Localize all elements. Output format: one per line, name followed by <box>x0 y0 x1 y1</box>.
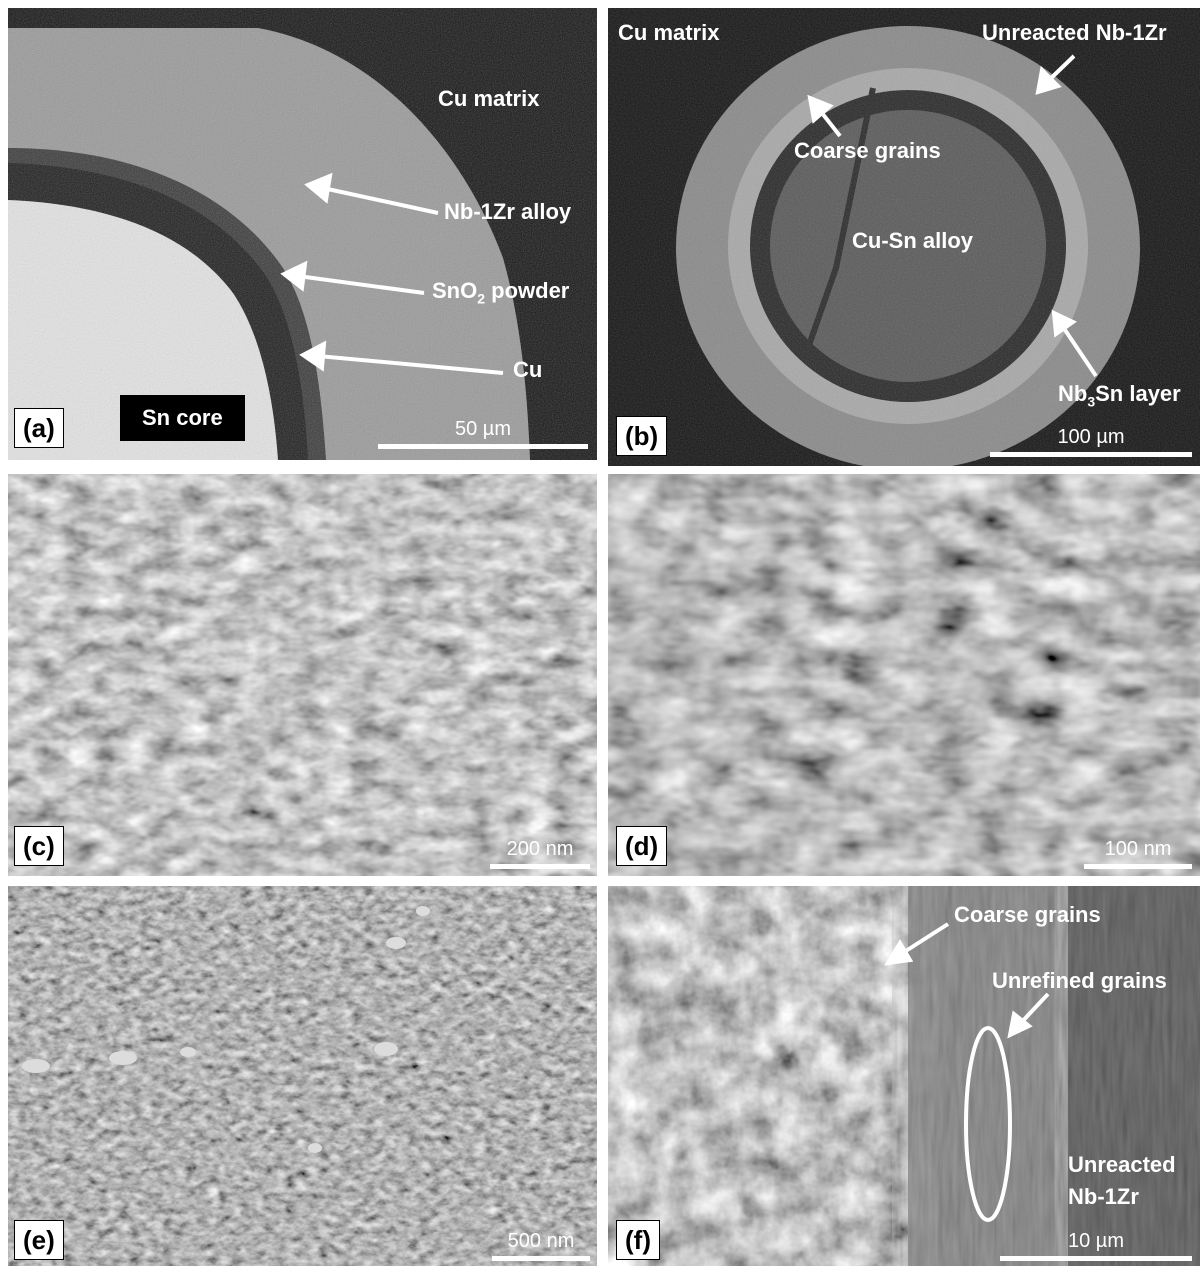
label-unreacted-b: Unreacted Nb-1Zr <box>982 20 1167 45</box>
panel-a-id: (a) <box>14 408 64 448</box>
panel-e-micrograph <box>8 886 597 1266</box>
scale-bar-f-label: 10 µm <box>1068 1230 1124 1252</box>
label-sno2-powder: SnO2 powder <box>432 278 570 307</box>
scale-bar-a-line <box>378 444 588 449</box>
panel-d-id: (d) <box>616 826 668 866</box>
scale-bar-c: 200 nm <box>490 838 590 869</box>
label-nb-alloy: Nb-1Zr alloy <box>444 199 572 224</box>
label-cu: Cu <box>513 357 543 382</box>
label-coarse-b: Coarse grains <box>794 138 941 163</box>
label-cusn-b: Cu-Sn alloy <box>852 228 974 253</box>
scale-bar-b-line <box>990 452 1192 457</box>
scale-bar-d-label: 100 nm <box>1104 838 1172 860</box>
panel-b-arrows <box>807 54 1098 378</box>
scale-bar-a-label: 50 µm <box>455 418 511 440</box>
panel-c: (c) 200 nm <box>8 474 597 876</box>
panel-f: Coarse grains Unrefined grains Unreacted… <box>608 886 1200 1266</box>
panel-d: (d) 100 nm <box>608 474 1200 876</box>
sn-core-box: Sn core <box>120 395 245 441</box>
scale-bar-d: 100 nm <box>1084 838 1192 869</box>
scale-bar-e: 500 nm <box>492 1230 590 1261</box>
scale-bar-f: 10 µm <box>1000 1230 1192 1261</box>
panel-c-micrograph <box>8 474 597 876</box>
scale-bar-e-line <box>492 1256 590 1261</box>
unrefined-grains-ellipse <box>964 1026 1012 1222</box>
panel-b-id: (b) <box>616 416 668 456</box>
panel-a-micrograph <box>8 8 597 460</box>
panel-f-id: (f) <box>616 1220 660 1260</box>
label-unreacted-f-2: Nb-1Zr <box>1068 1184 1139 1209</box>
panel-b-micrograph <box>608 8 1200 466</box>
scale-bar-b: 100 µm <box>990 426 1192 457</box>
scale-bar-c-line <box>490 864 590 869</box>
panel-a-arrows <box>280 172 504 375</box>
label-unreacted-f-1: Unreacted <box>1068 1152 1176 1177</box>
scale-bar-d-line <box>1084 864 1192 869</box>
scale-bar-a: 50 µm <box>378 418 588 449</box>
panel-f-arrows <box>884 922 1050 1222</box>
scale-bar-f-line <box>1000 1256 1192 1261</box>
panel-b: Cu matrix Unreacted Nb-1Zr Coarse grains… <box>608 8 1200 466</box>
panel-e: (e) 500 nm <box>8 886 597 1266</box>
scale-bar-c-label: 200 nm <box>506 838 574 860</box>
label-cu-matrix: Cu matrix <box>438 86 540 111</box>
label-nb3sn-b: Nb3Sn layer <box>1058 381 1181 410</box>
panel-c-id: (c) <box>14 826 64 866</box>
label-coarse-f: Coarse grains <box>954 902 1101 927</box>
scale-bar-e-label: 500 nm <box>507 1230 575 1252</box>
label-unrefined-f: Unrefined grains <box>992 968 1167 993</box>
panel-d-micrograph <box>608 474 1200 876</box>
panel-a: Cu matrix Nb-1Zr alloy SnO2 powder Cu Sn… <box>8 8 597 460</box>
label-cu-matrix-b: Cu matrix <box>618 20 720 45</box>
panel-e-id: (e) <box>14 1220 64 1260</box>
scale-bar-b-label: 100 µm <box>1057 426 1125 448</box>
panel-f-micrograph <box>608 886 1200 1266</box>
